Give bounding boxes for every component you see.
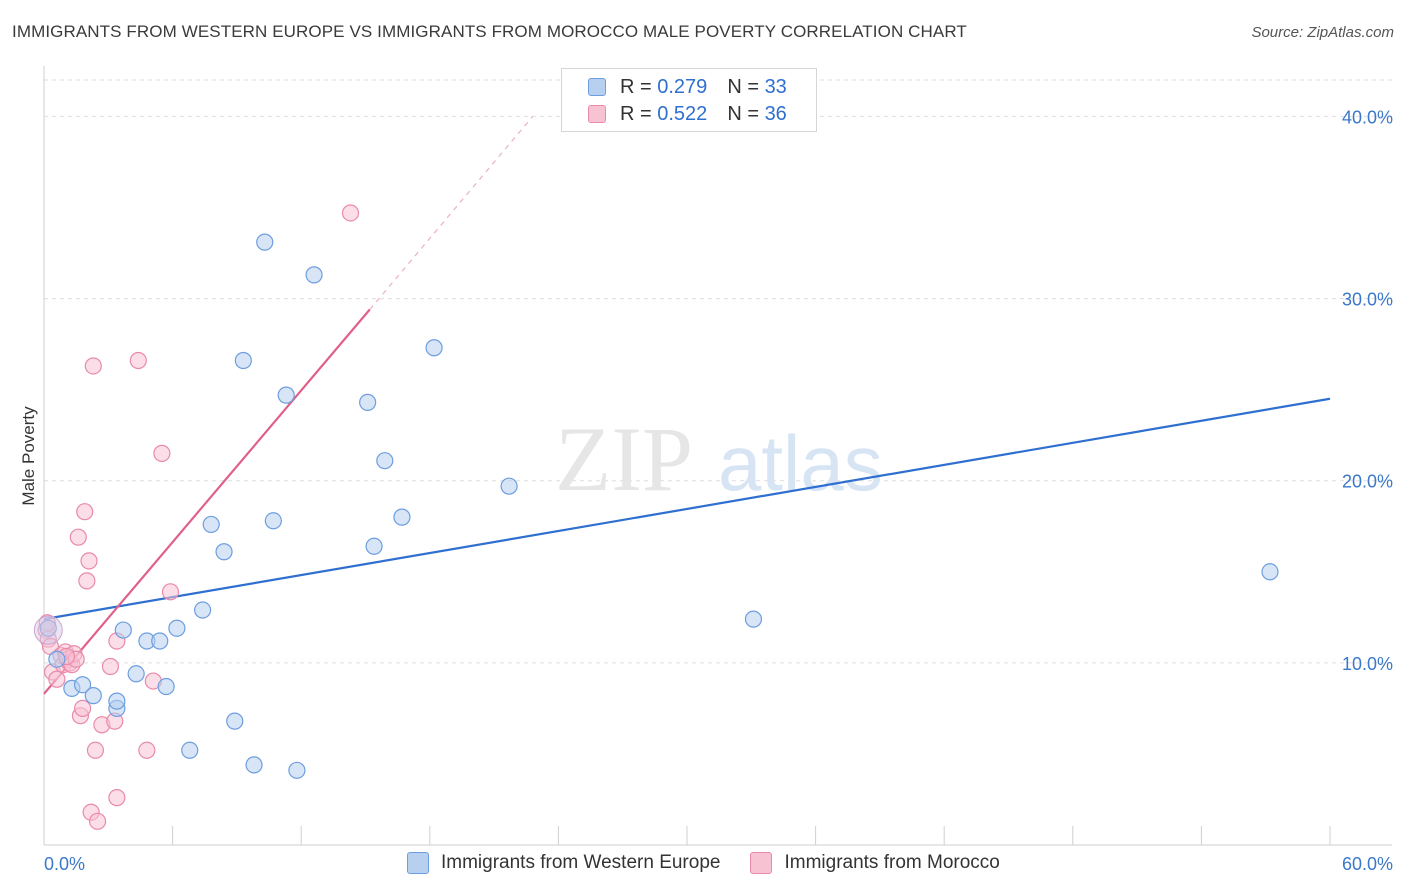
- point-western-europe: [48, 650, 66, 668]
- watermark-zip: ZIP: [555, 408, 693, 510]
- point-morocco: [76, 503, 94, 521]
- point-western-europe: [151, 632, 169, 650]
- point-western-europe: [288, 761, 306, 779]
- trend-lines: [43, 116, 1331, 695]
- y-tick-label: 20.0%: [1342, 472, 1393, 492]
- point-western-europe: [365, 537, 383, 555]
- x-tick-label-min: 0.0%: [44, 854, 85, 874]
- trend-line-morocco: [43, 308, 371, 695]
- trend-line-morocco-extension: [369, 116, 534, 310]
- point-morocco: [48, 670, 66, 688]
- point-morocco: [69, 528, 87, 546]
- legend-label: Immigrants from Western Europe: [441, 852, 721, 873]
- point-western-europe: [256, 233, 274, 251]
- point-western-europe: [264, 512, 282, 530]
- point-western-europe: [234, 351, 252, 370]
- point-morocco: [161, 583, 180, 601]
- legend-row-morocco: R = 0.522 N = 36: [588, 101, 787, 127]
- point-morocco: [108, 789, 126, 807]
- legend-swatch-pink: [750, 852, 773, 874]
- point-morocco: [84, 357, 102, 375]
- point-western-europe: [305, 266, 323, 284]
- legend-row-western-europe: R = 0.279 N = 33: [588, 74, 787, 100]
- point-western-europe: [277, 386, 295, 404]
- point-western-europe: [127, 665, 145, 683]
- chart-title: IMMIGRANTS FROM WESTERN EUROPE VS IMMIGR…: [12, 22, 967, 41]
- point-western-europe: [1261, 563, 1279, 581]
- y-tick-label: 40.0%: [1342, 107, 1393, 127]
- point-western-europe: [84, 687, 102, 705]
- point-western-europe: [202, 515, 220, 534]
- y-axis-label: Male Poverty: [19, 406, 38, 506]
- point-morocco: [341, 204, 360, 222]
- legend-r-value: 0.522: [657, 102, 708, 125]
- legend-item-western-europe: Immigrants from Western Europe: [407, 852, 720, 874]
- legend-n-value: 33: [764, 75, 787, 98]
- watermark-atlas: atlas: [718, 419, 883, 507]
- legend-r-label: R =: [620, 75, 652, 98]
- source-label: Source: ZipAtlas.com: [1251, 24, 1394, 41]
- legend-swatch-blue: [588, 78, 606, 96]
- point-western-europe: [108, 692, 126, 710]
- legend-item-morocco: Immigrants from Morocco: [750, 852, 1000, 874]
- legend-n-label: N =: [727, 102, 759, 125]
- point-morocco: [101, 657, 120, 676]
- point-western-europe: [157, 677, 175, 696]
- y-tick-label: 10.0%: [1342, 654, 1393, 674]
- point-morocco: [78, 572, 96, 590]
- point-western-europe: [114, 621, 132, 639]
- point-western-europe: [500, 477, 518, 495]
- point-western-europe: [215, 543, 233, 561]
- legend-label: Immigrants from Morocco: [784, 852, 1000, 873]
- point-western-europe: [226, 712, 244, 730]
- point-morocco: [129, 351, 147, 370]
- point-morocco: [138, 741, 156, 759]
- series-legend: Immigrants from Western Europe Immigrant…: [407, 852, 1030, 874]
- point-western-europe: [245, 756, 263, 774]
- point-western-europe: [393, 508, 411, 526]
- legend-swatch-blue: [407, 852, 429, 874]
- point-western-europe: [73, 676, 92, 694]
- point-morocco: [88, 812, 107, 830]
- legend-r-value: 0.279: [657, 75, 708, 98]
- point-morocco: [80, 552, 98, 570]
- point-western-europe: [168, 619, 186, 637]
- point-morocco: [86, 741, 105, 759]
- point-cluster: [33, 615, 63, 645]
- point-western-europe: [181, 741, 199, 759]
- trend-line-western-europe: [43, 397, 1331, 621]
- point-western-europe: [359, 393, 377, 411]
- watermark: ZIP atlas: [555, 408, 883, 510]
- point-morocco: [153, 444, 171, 462]
- point-western-europe: [376, 452, 394, 470]
- x-tick-label-max: 60.0%: [1342, 854, 1393, 874]
- y-tick-label: 30.0%: [1342, 290, 1393, 310]
- legend-n-value: 36: [764, 102, 787, 125]
- legend-swatch-pink: [588, 105, 606, 123]
- legend-n-label: N =: [727, 75, 759, 98]
- correlation-legend: R = 0.279 N = 33 R = 0.522 N = 36: [561, 68, 817, 132]
- axes: [43, 66, 1392, 846]
- point-western-europe: [425, 339, 443, 357]
- point-western-europe: [194, 601, 212, 619]
- point-morocco: [73, 699, 92, 717]
- legend-r-label: R =: [620, 102, 652, 125]
- data-points: [33, 204, 1279, 830]
- axis-labels: 10.0% 20.0% 30.0% 40.0% 0.0% 60.0% Male Povert…: [19, 107, 1393, 874]
- point-western-europe: [744, 610, 763, 628]
- gridlines: [44, 79, 1392, 664]
